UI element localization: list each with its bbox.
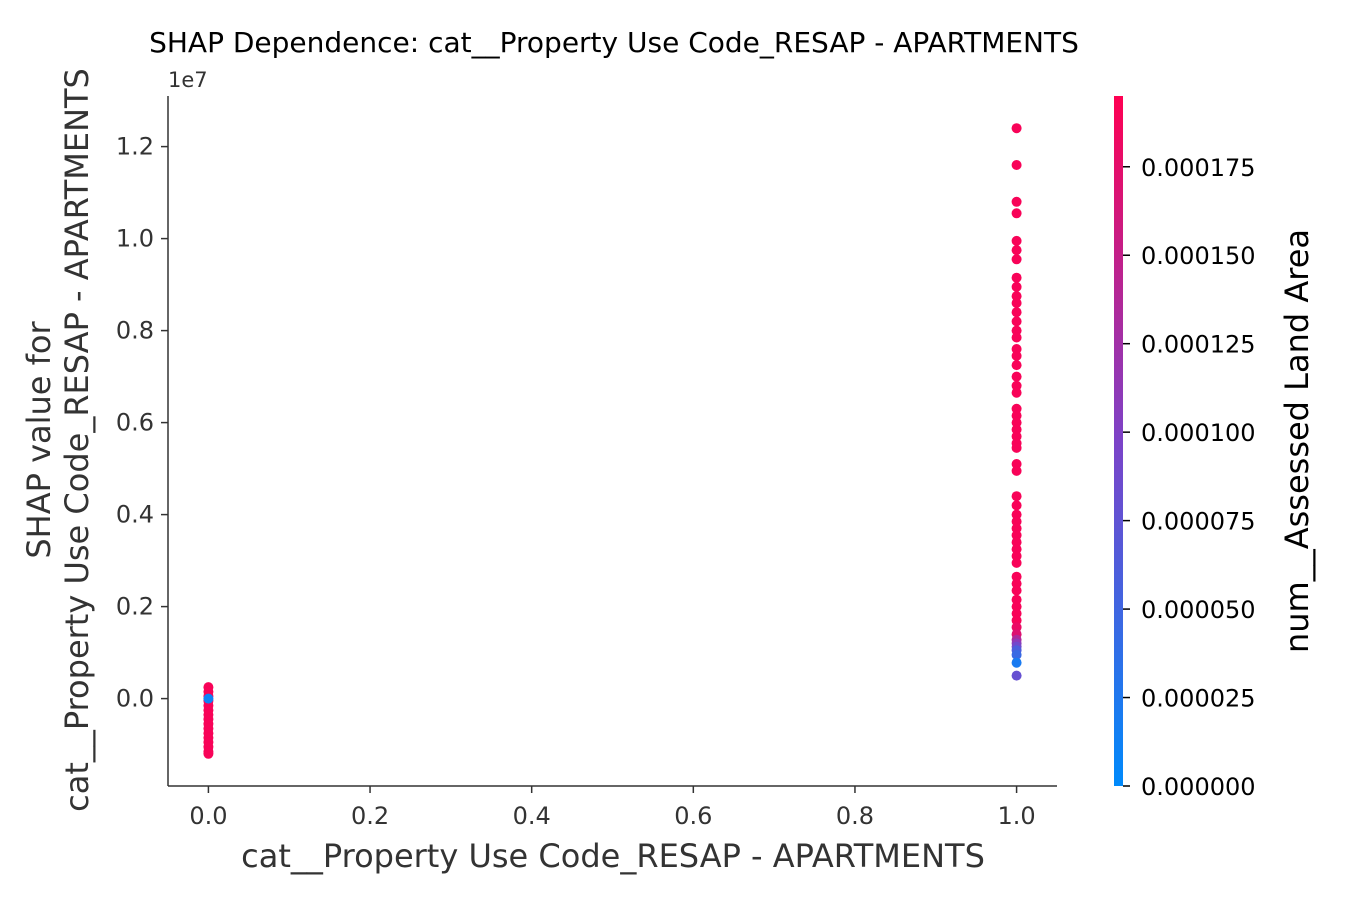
scatter-point [1011, 571, 1022, 582]
scatter-point [203, 693, 214, 704]
colorbar-tick-label: 0.000000 [1141, 773, 1256, 801]
scatter-point [1011, 208, 1022, 219]
colorbar-tick-label: 0.000100 [1141, 419, 1256, 447]
scatter-point [1011, 298, 1022, 308]
scatter-point [1011, 537, 1022, 548]
x-tick-label: 1.0 [998, 802, 1036, 830]
y-tick-label: 0.8 [116, 317, 154, 345]
scatter-point [1011, 509, 1022, 520]
y-axis-offset-label: 1e7 [168, 68, 208, 92]
scatter-point [1011, 601, 1022, 612]
scatter-point [1011, 325, 1022, 336]
scatter-point [1011, 670, 1022, 681]
colorbar-tick-label: 0.000025 [1141, 685, 1256, 713]
scatter-point [1011, 431, 1022, 442]
colorbar-tick-label: 0.000175 [1141, 154, 1256, 182]
scatter-point [1011, 551, 1022, 561]
scatter-point [1011, 578, 1022, 589]
scatter-point [1011, 530, 1022, 541]
scatter-point [1011, 123, 1022, 134]
scatter-point [1011, 657, 1022, 668]
scatter-point [1011, 544, 1022, 555]
x-tick-label: 0.4 [513, 802, 551, 830]
scatter-point [1011, 332, 1022, 343]
colorbar-tick-label: 0.000125 [1141, 331, 1256, 359]
scatter-point [1011, 350, 1022, 361]
scatter-point [203, 748, 214, 759]
scatter-point [1011, 491, 1022, 502]
scatter-point [1011, 371, 1022, 382]
scatter-point [1011, 344, 1022, 354]
scatter-point [1011, 594, 1022, 605]
y-tick-label: 0.0 [116, 685, 154, 713]
scatter-point [1011, 387, 1022, 398]
y-axis-title-line1: SHAP value for [20, 321, 58, 559]
scatter-point [1011, 360, 1022, 371]
scatter-point [1011, 281, 1022, 292]
scatter-point [1011, 424, 1022, 435]
scatter-point [1011, 307, 1022, 318]
colorbar-tick-label: 0.000050 [1141, 596, 1256, 624]
chart-title: SHAP Dependence: cat__Property Use Code_… [149, 26, 1079, 59]
scatter-point [1011, 196, 1022, 207]
colorbar-title-group: num__Assessed Land Area [1278, 229, 1316, 653]
scatter-point [1011, 523, 1022, 534]
y-axis-title-line2: cat__Property Use Code_RESAP - APARTMENT… [58, 68, 96, 812]
scatter-point [1011, 442, 1022, 453]
scatter-point [1011, 516, 1022, 527]
scatter-point [1011, 585, 1022, 596]
scatter-point [1011, 254, 1022, 265]
scatter-point [1011, 615, 1022, 626]
scatter-point [1011, 403, 1022, 414]
scatter-point [1011, 557, 1022, 568]
y-tick-label: 0.4 [116, 501, 154, 529]
scatter-point [1011, 316, 1022, 327]
scatter-point [1011, 608, 1022, 619]
colorbar-tick-label: 0.000150 [1141, 242, 1256, 270]
y-tick-label: 0.6 [116, 409, 154, 437]
scatter-point [1011, 465, 1022, 476]
scatter-point [1011, 417, 1022, 428]
scatter-point [1011, 380, 1022, 391]
x-tick-label: 0.2 [351, 802, 389, 830]
scatter-point [1011, 291, 1022, 302]
scatter-point [1011, 245, 1022, 256]
y-tick-label: 1.2 [116, 133, 154, 161]
scatter-point [1011, 235, 1022, 246]
colorbar-tick-label: 0.000075 [1141, 508, 1256, 536]
x-axis-title: cat__Property Use Code_RESAP - APARTMENT… [241, 837, 985, 875]
scatter-point [1011, 410, 1022, 421]
scatter-point [1011, 459, 1022, 469]
colorbar: 0.000000 0.000025 0.000050 0.000075 0.000100… [1114, 96, 1256, 801]
scatter-point [1011, 160, 1022, 170]
scatter-point [1011, 649, 1022, 660]
y-tick-label: 0.2 [116, 593, 154, 621]
scatter-point [1011, 622, 1022, 633]
plot-area: 0.0 0.2 0.4 0.6 0.8 1.0 0.0 0.2 0.4 0.6 0.8 1.0 1.2 [116, 96, 1057, 830]
y-tick-label: 1.0 [116, 225, 154, 253]
colorbar-title: num__Assessed Land Area [1278, 229, 1316, 653]
colorbar-gradient [1114, 96, 1123, 786]
scatter-point [1011, 272, 1022, 283]
scatter-point [1011, 500, 1022, 511]
x-tick-label: 0.6 [674, 802, 712, 830]
y-axis-title: SHAP value for cat__Property Use Code_RE… [20, 68, 96, 812]
x-tick-label: 0.8 [836, 802, 874, 830]
x-tick-label: 0.0 [189, 802, 227, 830]
